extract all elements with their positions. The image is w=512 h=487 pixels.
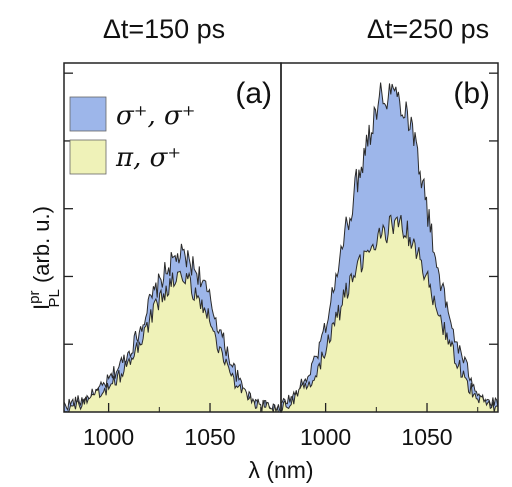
x-tick-labels: 1000 1050 1000 1050 bbox=[83, 424, 453, 450]
legend-label-pi-sigma: π, σ⁺ bbox=[115, 143, 181, 173]
area-b-pi-sigma bbox=[281, 215, 498, 412]
line-a-pi-sigma bbox=[64, 270, 281, 412]
x-tick-label-a-1000: 1000 bbox=[83, 424, 134, 450]
y-axis-label-unit: (arb. u.) bbox=[29, 206, 54, 289]
line-b-sigma-sigma bbox=[281, 82, 498, 408]
x-tick-label-b-1000: 1000 bbox=[300, 424, 351, 450]
x-tick-label-a-1050: 1050 bbox=[184, 424, 235, 450]
area-a-pi-sigma bbox=[64, 271, 281, 412]
line-b-pi-sigma bbox=[281, 214, 498, 412]
legend-label-sigma-sigma: σ⁺, σ⁺ bbox=[116, 101, 195, 131]
plot-frame-b bbox=[280, 62, 499, 413]
legend-swatch-sigma-sigma bbox=[69, 96, 107, 132]
y-axis-label-sub: PL bbox=[46, 289, 63, 307]
panel-label-b: (b) bbox=[453, 77, 490, 110]
y-axis-label: Ipr PL (arb. u.) bbox=[26, 206, 63, 310]
axis-ticks bbox=[64, 72, 498, 412]
series-group-a bbox=[64, 243, 281, 412]
series-group-b bbox=[281, 82, 498, 412]
legend: σ⁺, σ⁺ π, σ⁺ bbox=[69, 96, 195, 175]
x-axis-label: λ (nm) bbox=[248, 457, 313, 483]
y-axis-label-sup: pr bbox=[26, 291, 43, 304]
panel-title-b: Δt=250 ps bbox=[367, 14, 489, 44]
panel-title-a: Δt=150 ps bbox=[103, 14, 225, 44]
panel-label-a: (a) bbox=[235, 77, 272, 110]
x-tick-label-b-1050: 1050 bbox=[401, 424, 452, 450]
y-axis-label-main: I bbox=[29, 304, 54, 310]
legend-swatch-pi-sigma bbox=[69, 139, 107, 175]
